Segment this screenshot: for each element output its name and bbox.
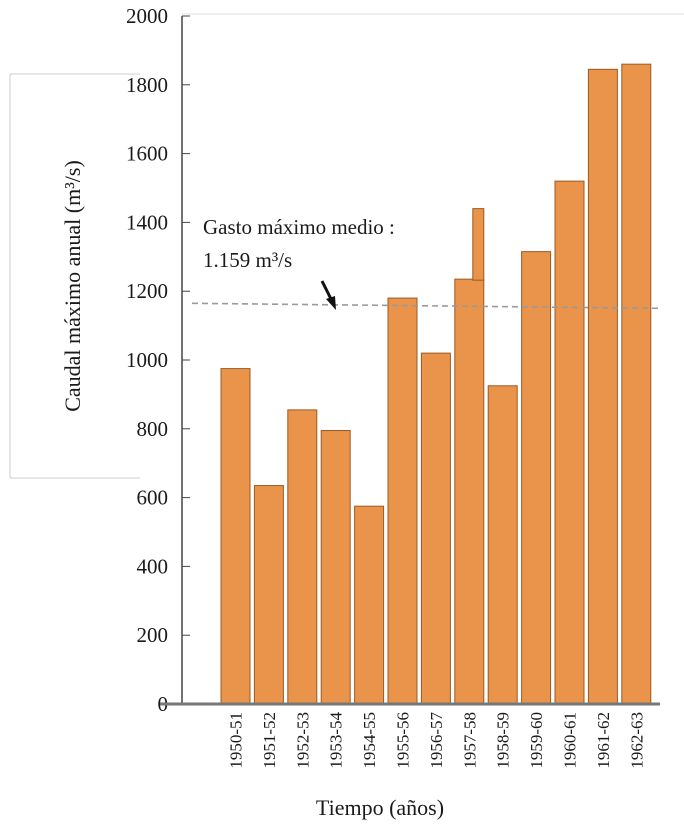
x-tick-label: 1950-51 [227,712,246,769]
bar [521,251,552,705]
y-tick-label: 200 [137,623,169,647]
annotation-line1: Gasto máximo medio : [203,215,395,239]
bar [621,63,652,705]
y-tick-label: 600 [137,486,169,510]
y-tick-label: 800 [137,417,169,441]
x-tick-label: 1956-57 [427,712,446,769]
bar-extra-segment [472,208,485,281]
x-tick-label: 1957-58 [460,712,479,769]
bar [587,68,618,705]
x-tick-label: 1955-56 [394,712,413,769]
bar [287,409,318,705]
x-tick-label: 1953-54 [327,712,346,769]
y-tick-label: 2000 [126,4,168,28]
x-tick-label: 1954-55 [360,712,379,769]
mean-reference-line [191,302,659,310]
x-tick-label: 1959-60 [527,712,546,769]
y-tick-label: 1200 [126,279,168,303]
x-tick-label: 1952-53 [293,712,312,769]
bar [454,278,485,705]
bar [220,368,251,705]
bar [554,180,585,705]
ylabel-frame [9,73,140,479]
bars [220,63,652,705]
x-tick-labels: 1950-51 1951-52 1952-53 1953-54 1954-55 1955-… [227,712,647,769]
x-tick-label: 1951-52 [260,712,279,769]
y-tick-label: 1600 [126,142,168,166]
y-axis-title: Caudal máximo anual (m³/s) [60,160,85,412]
bar [320,430,351,705]
y-tick-label: 1000 [126,348,168,372]
bar [354,505,385,705]
bar [420,352,451,705]
x-tick-label: 1962-63 [627,712,646,769]
bar [387,297,418,705]
bar [487,385,518,705]
y-tick-label: 400 [137,554,169,578]
x-tick-label: 1960-61 [561,712,580,769]
x-axis-title: Tiempo (años) [316,795,444,820]
annotation-line2: 1.159 m³/s [203,248,292,272]
y-ticks: 0200400600800100012001400160018002000 [126,4,190,716]
x-tick-label: 1961-62 [594,712,613,769]
y-tick-label: 1800 [126,73,168,97]
arrow-icon [320,280,336,310]
bar [253,485,284,705]
x-tick-label: 1958-59 [494,712,513,769]
y-tick-label: 1400 [126,210,168,234]
